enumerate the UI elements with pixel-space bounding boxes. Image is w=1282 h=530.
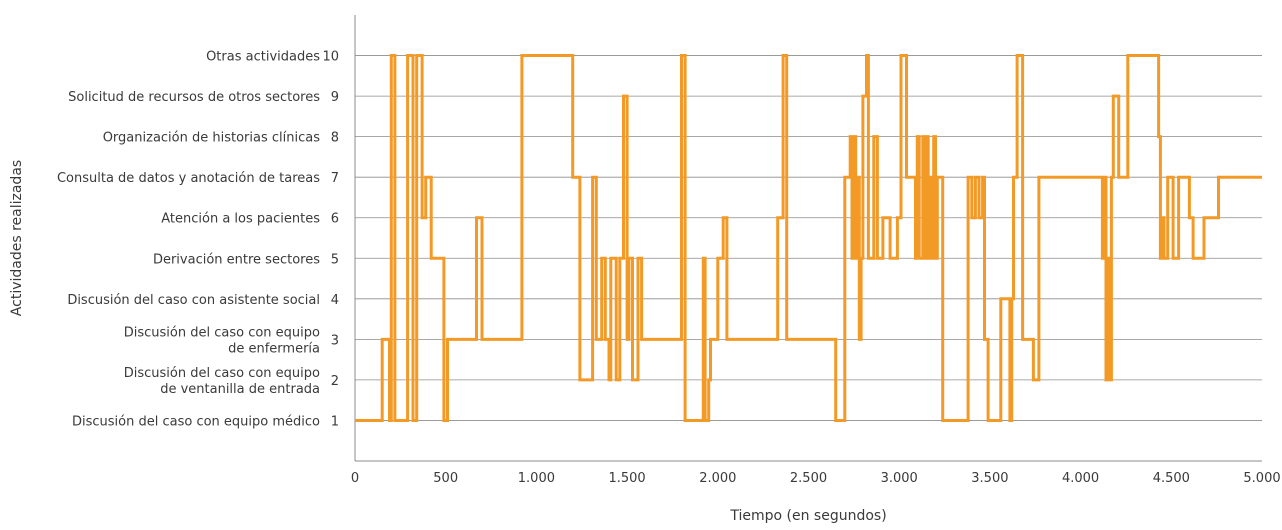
x-axis-title: Tiempo (en segundos): [729, 508, 886, 524]
y-category-label: de ventanilla de entrada: [160, 382, 320, 397]
x-tick-label: 1.000: [518, 471, 555, 486]
axes: [354, 15, 1262, 462]
y-category-label: Organización de historias clínicas: [103, 131, 321, 146]
y-tick-label: 8: [331, 131, 339, 146]
x-tick-label: 2.000: [699, 471, 736, 486]
x-tick-labels: 0 500 1.000 1.500 2.000 2.500 3.000 3.500 4.000 4…: [351, 471, 1281, 486]
y-category-label: Solicitud de recursos de otros sectores: [68, 90, 320, 105]
x-tick-label: 0: [351, 471, 359, 486]
y-tick-label: 5: [331, 252, 339, 267]
y-category-label: Discusión del caso con equipo médico: [72, 414, 320, 429]
y-category-labels: Discusión del caso con equipo médico Disc…: [57, 50, 320, 430]
x-tick-label: 1.500: [608, 471, 645, 486]
y-category-label: Consulta de datos y anotación de tareas: [57, 171, 320, 186]
x-tick-label: 5.000: [1243, 471, 1280, 486]
x-tick-label: 500: [433, 471, 458, 486]
y-category-label: Discusión del caso con equipo: [124, 366, 320, 381]
y-category-label: de enfermería: [228, 341, 320, 356]
y-tick-label: 2: [331, 374, 339, 389]
y-tick-label: 6: [331, 212, 339, 227]
x-tick-label: 4.500: [1153, 471, 1190, 486]
y-axis-title: Actividades realizadas: [9, 160, 25, 316]
y-category-label: Discusión del caso con equipo: [124, 325, 320, 340]
gridlines: [355, 55, 1262, 421]
x-tick-label: 3.000: [881, 471, 918, 486]
y-category-label: Atención a los pacientes: [161, 212, 320, 227]
y-tick-label: 10: [322, 50, 339, 65]
series-layer: [355, 54, 1262, 422]
x-tick-label: 3.500: [971, 471, 1008, 486]
y-tick-label: 1: [331, 414, 339, 429]
y-tick-label: 9: [331, 90, 339, 105]
y-tick-label: 7: [331, 171, 339, 186]
y-category-label: Otras actividades: [206, 50, 320, 65]
y-category-label: Discusión del caso con asistente social: [67, 293, 320, 308]
series-line: [355, 54, 1262, 422]
x-tick-label: 4.000: [1062, 471, 1099, 486]
y-tick-labels: 1 2 3 4 5 6 7 8 9 10: [322, 50, 339, 430]
y-tick-label: 3: [331, 333, 339, 348]
x-tick-label: 2.500: [790, 471, 827, 486]
y-tick-label: 4: [331, 293, 339, 308]
y-category-label: Derivación entre sectores: [153, 252, 320, 267]
